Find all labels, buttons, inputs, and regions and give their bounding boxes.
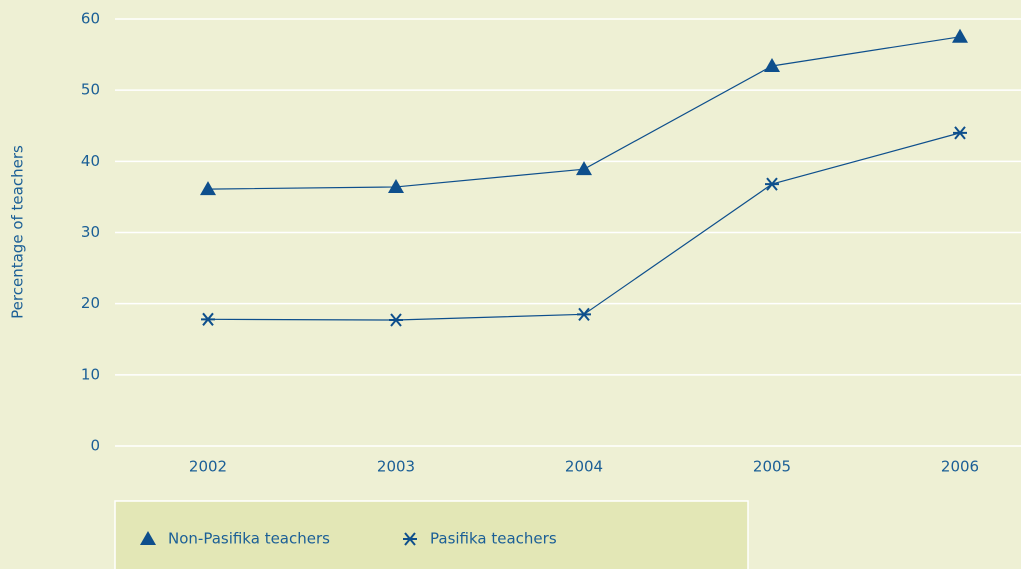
- legend-label: Non-Pasifika teachers: [168, 530, 330, 548]
- data-point: [764, 57, 780, 72]
- y-tick-label: 10: [81, 365, 100, 383]
- y-tick-label: 60: [81, 10, 100, 28]
- data-point: [389, 313, 403, 327]
- x-tick-label: 2004: [565, 458, 603, 476]
- y-tick-label: 20: [81, 294, 100, 312]
- legend-symbol: [140, 531, 156, 545]
- y-tick-label: 50: [81, 81, 100, 99]
- y-tick-label: 0: [90, 437, 100, 455]
- data-point: [765, 177, 779, 191]
- y-axis-label: Percentage of teachers: [9, 145, 27, 319]
- x-tick-label: 2002: [189, 458, 227, 476]
- x-tick-label: 2005: [753, 458, 791, 476]
- data-point: [388, 178, 404, 193]
- x-tick-label: 2006: [941, 458, 979, 476]
- x-tick-label: 2003: [377, 458, 415, 476]
- y-tick-label: 30: [81, 223, 100, 241]
- legend-box: [114, 500, 749, 569]
- data-point: [576, 161, 592, 176]
- legend-label: Pasifika teachers: [430, 530, 557, 548]
- data-point: [200, 181, 216, 196]
- legend-symbol: [403, 532, 417, 546]
- data-point: [201, 312, 215, 326]
- data-point: [952, 28, 968, 43]
- data-point: [577, 307, 591, 321]
- y-tick-label: 40: [81, 152, 100, 170]
- data-point: [953, 126, 967, 140]
